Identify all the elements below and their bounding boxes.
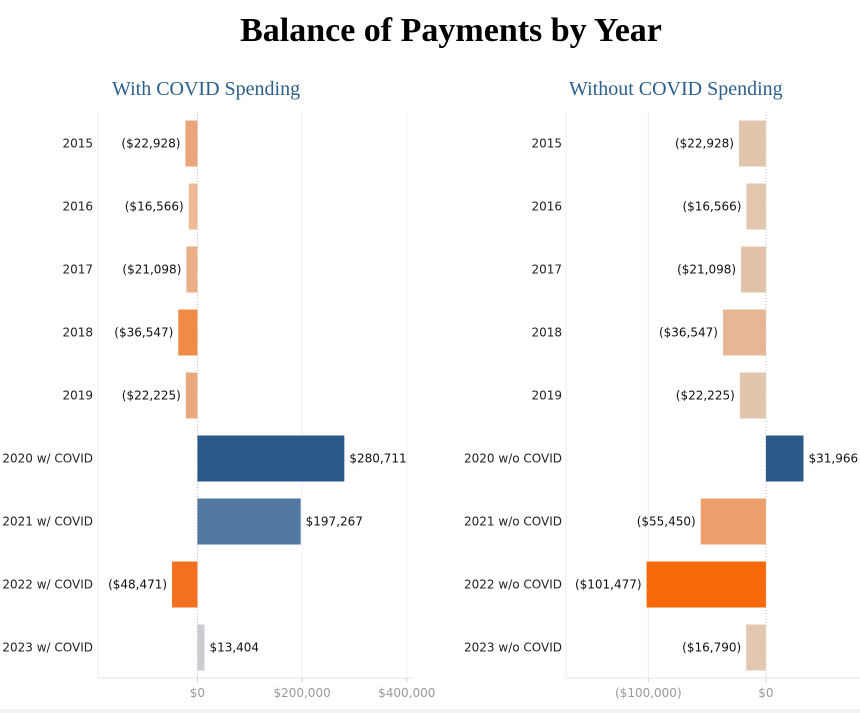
chart-title: Balance of Payments by Year [240,12,662,49]
bar[interactable] [185,372,198,419]
category-label: 2017 [531,263,562,277]
bar[interactable] [765,435,804,482]
data-label: ($55,450) [637,515,696,529]
bar[interactable] [741,246,766,293]
category-label: 2019 [531,389,562,403]
category-label: 2022 w/o COVID [464,578,562,592]
right-panel-title: Without COVID Spending [569,78,783,100]
data-label: ($36,547) [114,326,173,340]
bar[interactable] [186,246,198,293]
data-label: ($22,928) [121,137,180,151]
data-label: ($22,225) [676,389,735,403]
bar[interactable] [739,372,766,419]
bar[interactable] [197,624,205,671]
x-tick-label: $0 [190,686,205,700]
category-label: 2021 w/ COVID [2,515,93,529]
bar[interactable] [188,183,198,230]
bar[interactable] [746,183,766,230]
data-label: ($16,566) [682,200,741,214]
data-label: ($22,928) [675,137,734,151]
category-label: 2022 w/ COVID [2,578,93,592]
data-label: ($36,547) [659,326,718,340]
data-label: $31,966 [809,452,859,466]
data-label: ($16,566) [125,200,184,214]
x-tick-label: $200,000 [273,686,330,700]
category-label: 2018 [62,326,93,340]
category-label: 2018 [531,326,562,340]
data-label: $197,267 [306,515,363,529]
bottom-strip [0,709,860,713]
bar[interactable] [172,561,198,608]
category-label: 2017 [62,263,93,277]
bar[interactable] [178,309,198,356]
bar[interactable] [197,498,301,545]
data-label: ($22,225) [122,389,181,403]
data-label: $13,404 [209,641,259,655]
data-label: ($21,098) [677,263,736,277]
data-label: ($21,098) [122,263,181,277]
category-label: 2021 w/o COVID [464,515,562,529]
category-label: 2016 [531,200,562,214]
category-label: 2016 [62,200,93,214]
bar[interactable] [197,435,345,482]
category-label: 2019 [62,389,93,403]
category-label: 2023 w/o COVID [464,641,562,655]
x-tick-label: $0 [758,686,773,700]
category-label: 2023 w/ COVID [2,641,93,655]
category-label: 2015 [531,137,562,151]
right-panel: ($100,000) $0 2015 ($22,928) 2016 ($16,566) 20… [464,112,860,700]
category-label: 2020 w/ COVID [2,452,93,466]
left-panel-title: With COVID Spending [112,78,301,100]
x-tick-label: $400,000 [378,686,435,700]
bar[interactable] [646,561,766,608]
left-panel: $0 $200,000 $400,000 2015 ($22,928) 2016 ($16,… [2,112,435,700]
bar[interactable] [738,120,766,167]
category-label: 2015 [62,137,93,151]
data-label: ($101,477) [575,578,642,592]
category-label: 2020 w/o COVID [464,452,562,466]
bar[interactable] [185,120,198,167]
data-label: $280,711 [349,452,406,466]
bar[interactable] [722,309,766,356]
data-label: ($16,790) [682,641,741,655]
data-label: ($48,471) [108,578,167,592]
bar[interactable] [746,624,766,671]
x-tick-label: ($100,000) [615,686,682,700]
bar[interactable] [700,498,766,545]
